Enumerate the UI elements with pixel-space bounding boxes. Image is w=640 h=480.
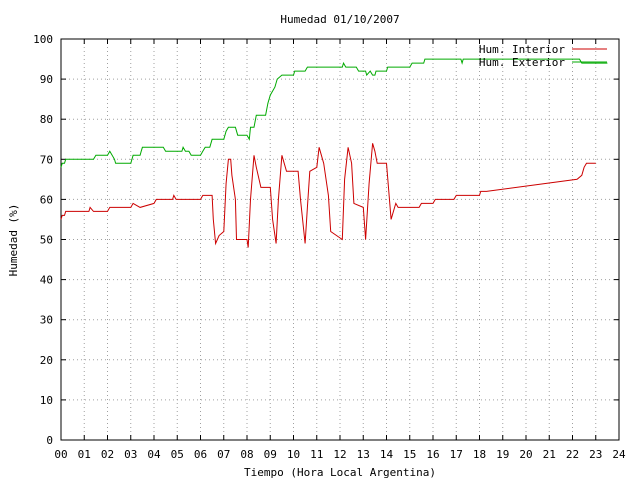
x-tick-label: 20 [519, 448, 532, 461]
y-tick-label: 100 [33, 33, 53, 46]
x-tick-label: 10 [287, 448, 300, 461]
legend-label-hum-exterior: Hum. Exterior [479, 56, 565, 69]
x-tick-label: 09 [264, 448, 277, 461]
x-tick-label: 11 [310, 448, 323, 461]
y-tick-label: 90 [40, 73, 53, 86]
legend-label-hum-interior: Hum. Interior [479, 43, 565, 56]
x-tick-label: 08 [240, 448, 253, 461]
y-tick-label: 70 [40, 153, 53, 166]
x-tick-label: 16 [426, 448, 439, 461]
series-layer [60, 58, 608, 248]
x-tick-label: 17 [450, 448, 463, 461]
x-tick-label: 23 [589, 448, 602, 461]
x-tick-label: 01 [78, 448, 91, 461]
y-tick-label: 0 [46, 434, 53, 447]
x-tick-label: 21 [543, 448, 556, 461]
x-tick-label: 02 [101, 448, 114, 461]
y-tick-label: 80 [40, 113, 53, 126]
y-tick-label: 50 [40, 234, 53, 247]
x-tick-label: 15 [403, 448, 416, 461]
x-tick-label: 07 [217, 448, 230, 461]
x-tick-label: 00 [54, 448, 67, 461]
y-axis-ticks: 0 10 20 30 40 50 60 70 80 90 100 [33, 33, 619, 447]
y-tick-label: 60 [40, 193, 53, 206]
series-line-hum-exterior [60, 58, 608, 168]
y-tick-label: 10 [40, 394, 53, 407]
x-tick-label: 18 [473, 448, 486, 461]
x-axis-label: Tiempo (Hora Local Argentina) [244, 466, 436, 479]
x-tick-label: 12 [333, 448, 346, 461]
y-tick-label: 30 [40, 314, 53, 327]
x-tick-label: 24 [612, 448, 626, 461]
y-tick-label: 40 [40, 274, 53, 287]
x-tick-label: 04 [147, 448, 161, 461]
x-tick-label: 03 [124, 448, 137, 461]
x-tick-label: 05 [171, 448, 184, 461]
x-tick-label: 22 [566, 448, 579, 461]
x-tick-label: 06 [194, 448, 207, 461]
y-tick-label: 20 [40, 354, 53, 367]
x-tick-label: 13 [357, 448, 370, 461]
grid-lines [61, 39, 619, 440]
x-tick-label: 14 [380, 448, 394, 461]
x-tick-label: 19 [496, 448, 509, 461]
series-line-hum-interior [60, 143, 596, 248]
x-axis-ticks: 00 01 02 03 04 05 06 07 08 09 10 11 12 13 14 15 16 17 18 19… [54, 39, 626, 461]
y-axis-label: Humedad (%) [7, 204, 20, 277]
chart-title: Humedad 01/10/2007 [280, 13, 399, 26]
